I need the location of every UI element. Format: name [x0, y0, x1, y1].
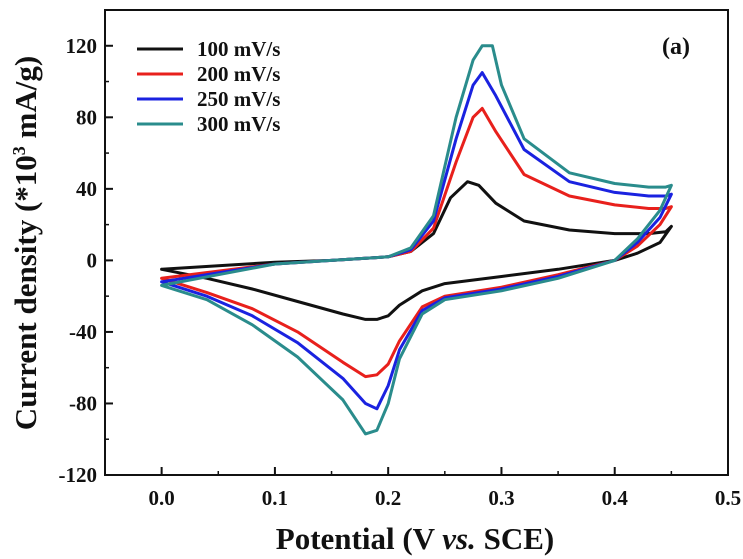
y-tick-label-6: 120 [66, 34, 98, 58]
ticks-layer: 0.0 0.1 0.2 0.3 0.4 0.5 -120 -80 -40 0 40 80 120 [59, 9, 741, 510]
series-line-2 [160, 71, 673, 411]
x-tick-label-0: 0.0 [149, 486, 175, 510]
y-axis-label-sup: 3 [9, 146, 29, 155]
x-tick-label-1: 0.1 [262, 486, 288, 510]
y-axis-label-post: mA/g) [8, 56, 43, 146]
panel-label: (a) [662, 34, 690, 60]
y-tick-label-2: -40 [69, 320, 97, 344]
y-tick-label-3: 0 [87, 248, 98, 272]
series-layer [160, 44, 673, 436]
y-tick-label-5: 80 [76, 105, 97, 129]
x-axis-label-italic: vs. [442, 521, 476, 556]
series-line-1 [160, 106, 673, 379]
x-axis-label-post: SCE) [476, 521, 554, 556]
y-tick-label-0: -120 [59, 463, 98, 487]
y-tick-label-4: 40 [76, 177, 97, 201]
legend-label-3: 300 mV/s [197, 112, 280, 136]
y-tick-label-1: -80 [69, 391, 97, 415]
y-axis-label-pre: Current density (*10 [8, 155, 43, 430]
plot-area-border [104, 9, 729, 476]
legend-label-2: 250 mV/s [197, 87, 280, 111]
x-axis-label: Potential (V vs. SCE) [276, 521, 554, 556]
x-tick-label-4: 0.4 [602, 486, 629, 510]
y-axis-label: Current density (*103 mA/g) [8, 56, 43, 430]
legend-label-0: 100 mV/s [197, 37, 280, 61]
plot-frame [104, 9, 729, 476]
x-axis-label-pre: Potential (V [276, 521, 442, 556]
x-tick-label-2: 0.2 [375, 486, 401, 510]
x-tick-label-5: 0.5 [715, 486, 741, 510]
series-line-3 [160, 44, 673, 436]
legend-label-1: 200 mV/s [197, 62, 280, 86]
x-tick-label-3: 0.3 [488, 486, 514, 510]
